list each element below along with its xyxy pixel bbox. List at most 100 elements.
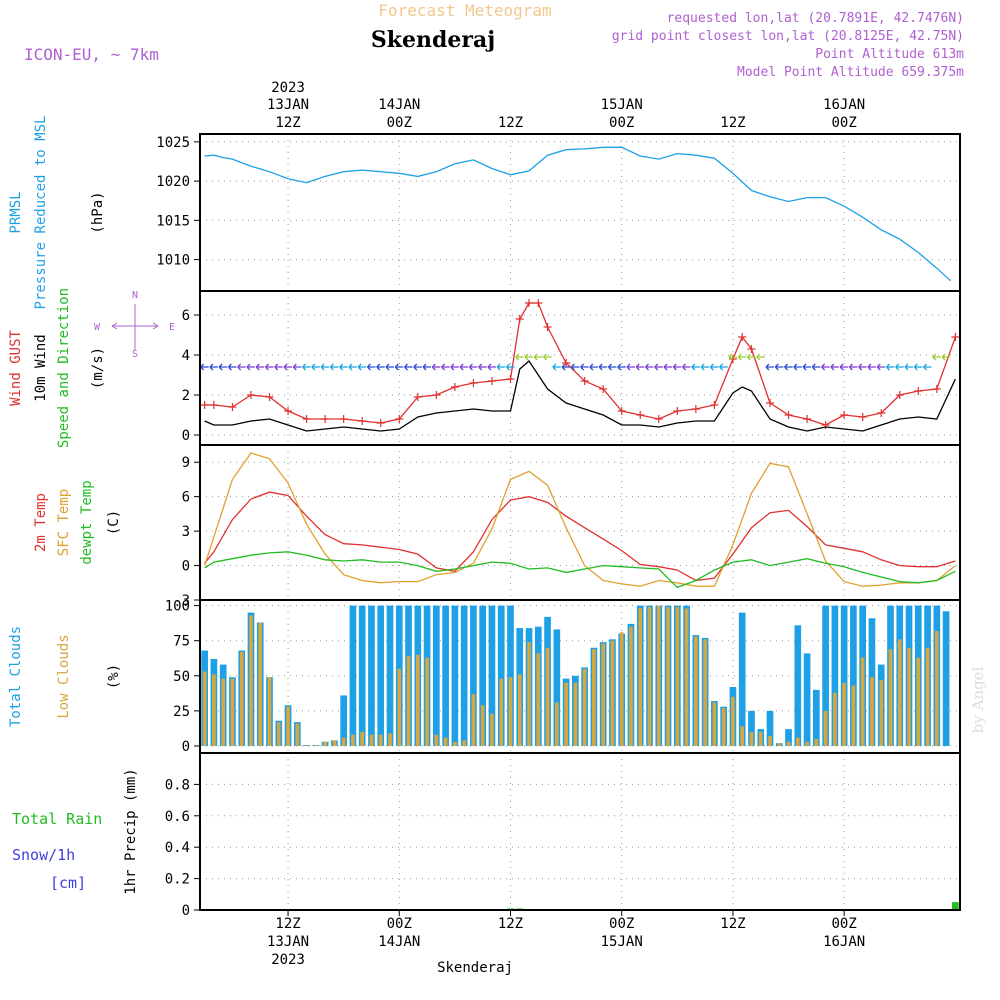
bar-low-clouds	[462, 740, 466, 746]
y-tick-label: 0	[182, 739, 190, 755]
bar-low-clouds	[425, 657, 429, 746]
panel-label: PRMSL	[8, 191, 24, 233]
wind-direction-arrow	[811, 363, 821, 371]
wind-direction-arrow	[404, 363, 413, 371]
gust-marker	[506, 375, 515, 383]
bar-total-clouds	[813, 689, 820, 746]
gust-marker	[265, 393, 274, 401]
gust-marker	[803, 415, 812, 423]
wind-direction-arrow	[923, 363, 932, 371]
bar-low-clouds	[415, 654, 420, 746]
y-tick-label: 3	[182, 524, 190, 540]
y-tick-label: 1020	[156, 174, 190, 190]
header: Forecast Meteogram Skenderaj ICON-EU, ~ …	[24, 1, 964, 80]
series-line-0	[204, 146, 952, 282]
bar-low-clouds	[314, 744, 318, 746]
wind-direction-arrow	[292, 363, 302, 371]
bar-low-clouds	[795, 737, 800, 746]
wind-direction-arrow	[515, 353, 524, 361]
wind-direction-arrow	[737, 353, 747, 361]
panel-label: Low Clouds	[56, 634, 72, 718]
wind-direction-arrow	[468, 363, 478, 371]
gust-marker	[710, 401, 719, 409]
y-tick-label: 0	[182, 428, 190, 444]
wind-direction-arrow	[635, 363, 645, 371]
gust-marker	[321, 415, 330, 423]
y-tick-label: 75	[173, 634, 190, 650]
bar-low-clouds	[360, 731, 365, 746]
wind-direction-arrow	[839, 363, 849, 371]
bar-low-clouds	[453, 741, 457, 746]
bar-low-clouds	[443, 737, 448, 746]
panel-label: (%)	[106, 664, 122, 689]
wind-direction-arrow	[774, 363, 784, 371]
bar-low-clouds	[295, 723, 300, 746]
wind-direction-arrow	[329, 363, 339, 371]
bar-low-clouds	[907, 647, 911, 746]
bar-low-clouds	[397, 668, 402, 746]
gust-marker	[432, 391, 441, 399]
bottom-year-label: 2023	[271, 952, 305, 968]
gust-marker	[209, 401, 218, 409]
series-line-2	[204, 551, 956, 589]
bar-low-clouds	[897, 639, 902, 746]
panel-label: dewpt Temp	[79, 480, 95, 564]
bar-low-clouds	[499, 678, 504, 746]
bar-total-clouds	[358, 605, 366, 746]
gust-marker	[673, 407, 682, 415]
gust-marker	[543, 323, 552, 331]
wind-direction-arrow	[533, 353, 543, 361]
wind-direction-arrow	[848, 363, 858, 371]
wind-direction-arrow	[654, 363, 663, 371]
wind-direction-arrow	[598, 363, 608, 371]
gust-marker	[284, 407, 293, 415]
wind-direction-arrow	[311, 363, 320, 371]
bar-low-clouds	[666, 607, 670, 746]
wind-direction-arrow	[209, 363, 218, 371]
bottom-hour-label: 00Z	[387, 916, 412, 932]
y-tick-label: 0.4	[165, 840, 190, 856]
panel-temp: 9 6 3 0 -3 2m Temp SFC Temp dewpt Temp (C)	[33, 444, 961, 609]
bar-low-clouds	[934, 630, 939, 746]
wind-direction-arrow	[607, 363, 617, 371]
top-hour-label: 00Z	[831, 115, 856, 131]
wind-direction-arrow	[302, 363, 311, 371]
y-tick-label: 9	[182, 455, 190, 471]
panel-frame	[199, 752, 961, 911]
bar-low-clouds	[749, 731, 754, 746]
bottom-date-label: 15JAN	[601, 934, 643, 950]
wind-direction-arrow	[552, 363, 561, 371]
bottom-hour-label: 12Z	[720, 916, 745, 932]
top-hour-label: 12Z	[498, 115, 523, 131]
bar-low-clouds	[592, 649, 596, 746]
y-tick-label: 50	[173, 669, 190, 685]
y-tick-label: 0.2	[165, 872, 190, 888]
gust-marker	[395, 415, 404, 423]
wind-direction-arrow	[589, 363, 598, 371]
wind-direction-arrow	[626, 363, 635, 371]
bar-total-clouds	[766, 710, 774, 746]
gust-marker	[599, 385, 608, 393]
bar-low-clouds	[369, 734, 374, 746]
gust-marker	[525, 299, 534, 307]
wind-direction-arrow	[431, 363, 441, 371]
bar-low-clouds	[768, 736, 772, 746]
bar-low-clouds	[406, 656, 411, 746]
bar-low-clouds	[582, 668, 587, 746]
top-hour-label: 00Z	[609, 115, 634, 131]
bar-total-clouds	[386, 605, 394, 746]
wind-direction-arrow	[747, 353, 756, 361]
bar-low-clouds	[573, 682, 578, 746]
panel-label: (C)	[106, 510, 122, 535]
gust-marker	[914, 387, 923, 395]
bar-total-clouds	[831, 605, 839, 746]
gust-marker	[358, 417, 367, 425]
bar-low-clouds	[239, 651, 244, 746]
chart-title: Forecast Meteogram	[378, 1, 551, 20]
bar-total-clouds	[803, 653, 811, 746]
bar-low-clouds	[694, 636, 698, 746]
wind-direction-arrow	[478, 363, 487, 371]
bar-low-clouds	[249, 615, 253, 746]
bar-low-clouds	[554, 702, 559, 746]
model-label: ICON-EU, ~ 7km	[24, 45, 159, 64]
